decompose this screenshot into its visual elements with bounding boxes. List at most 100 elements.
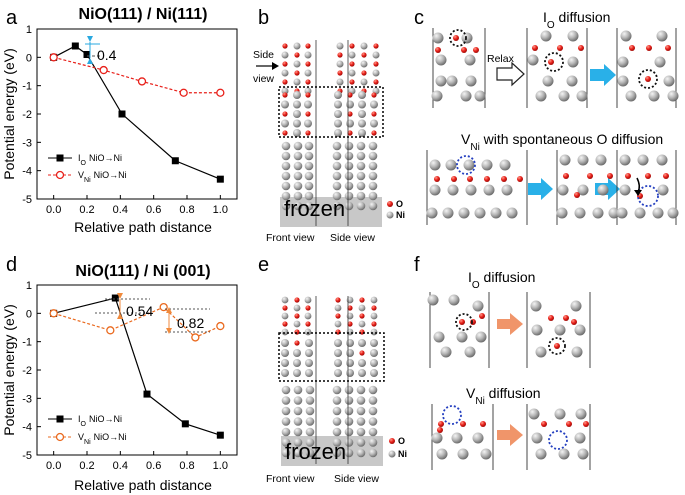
panel-c-mechanism: IO diffusion VNi with spontaneous O diff… (426, 9, 679, 225)
nickel-atom (293, 119, 301, 128)
chart-a-barrier-value: 0.4 (97, 47, 117, 63)
relax-label: Relax (487, 53, 515, 65)
nickel-atom (334, 359, 342, 367)
highlight-ring (548, 337, 566, 355)
nickel-atom (530, 300, 542, 312)
nickel-atom (348, 69, 356, 77)
nickel-atom (293, 359, 301, 367)
nickel-atom (656, 154, 668, 166)
nickel-atom (592, 207, 604, 219)
nickel-atom (305, 438, 315, 447)
front-view-label: Front view (266, 473, 315, 485)
data-point (216, 175, 224, 183)
nickel-atom (304, 312, 312, 320)
nickel-atom (463, 159, 475, 171)
nickel-atom (358, 320, 366, 328)
nickel-atom (348, 51, 356, 59)
oxygen-atom (532, 45, 538, 51)
nickel-atom (464, 54, 476, 66)
nickel-atom (356, 151, 366, 161)
nickel-atom (368, 438, 378, 447)
nickel-atom (356, 181, 366, 191)
nickel-atom (305, 417, 315, 426)
panel-c-io-title: IO diffusion (543, 9, 610, 31)
oxygen-atom (361, 52, 367, 58)
oxygen-atom (645, 76, 651, 82)
nickel-atom (356, 201, 366, 211)
nickel-atom (372, 69, 380, 77)
nickel-atom (281, 448, 291, 458)
nickel-atom (304, 201, 314, 211)
oxygen-atom (294, 340, 300, 346)
oxygen-atom (359, 350, 365, 356)
nickel-atom (356, 171, 366, 181)
x-tick-label: 0.0 (46, 204, 61, 216)
nickel-atom (567, 56, 579, 68)
legend-square-marker (56, 415, 64, 423)
nickel-atom (540, 30, 552, 42)
nickel-atom (293, 448, 303, 458)
oxygen-atom (461, 47, 467, 53)
highlight-ring (456, 155, 476, 175)
y-tick-label: 0 (26, 308, 32, 320)
nickel-atom (305, 406, 315, 416)
highlight-ring (449, 29, 467, 47)
nickel-atom (334, 91, 342, 99)
highlight-ring (455, 313, 473, 331)
nickel-atom (360, 60, 368, 68)
oxygen-atom (349, 79, 355, 85)
nickel-atom (344, 151, 354, 161)
nickel-atom (465, 75, 477, 87)
nickel-atom (293, 349, 301, 357)
highlight-ring (544, 52, 564, 72)
nickel-atom (475, 331, 487, 343)
relax-arrow-icon (496, 61, 525, 87)
nickel-atom (370, 339, 378, 347)
oxygen-atom (347, 305, 353, 311)
nickel-atom (304, 69, 312, 77)
x-tick-label: 0.2 (79, 460, 94, 472)
nickel-atom (619, 184, 631, 196)
panel-c-vni-title: VNi with spontaneous O diffusion (461, 131, 663, 153)
oxygen-atom (479, 313, 485, 319)
nickel-atom (293, 42, 301, 50)
relaxed-region-box (278, 332, 385, 382)
nickel-atom (293, 320, 301, 328)
nickel-atom (332, 385, 342, 395)
oxygen-atom (583, 421, 589, 427)
y-tick-label: 1 (26, 24, 32, 36)
data-point (216, 321, 225, 331)
nickel-atom (435, 54, 447, 66)
y-tick-label: 0 (26, 52, 32, 64)
oxygen-atom (371, 321, 377, 327)
nickel-atom (608, 207, 620, 219)
nickel-atom (433, 331, 445, 343)
nickel-atom (460, 90, 472, 102)
nickel-atom (346, 349, 354, 357)
panel-label-f: f (414, 254, 420, 276)
legend-square-marker (56, 154, 64, 162)
nickel-atom (370, 328, 378, 336)
nickel-atom (304, 151, 314, 161)
data-point (181, 420, 189, 428)
oxygen-atom (349, 61, 355, 67)
oxygen-atom (470, 319, 476, 325)
nickel-atom (358, 359, 366, 367)
x-tick-label: 0.4 (113, 204, 128, 216)
nickel-atom (293, 78, 301, 86)
chart-d-barrier-value-2: 0.82 (177, 315, 204, 331)
chart-a-ylabel: Potential energy (eV) (1, 48, 17, 180)
nickel-atom (575, 408, 587, 420)
nickel-atom (617, 56, 629, 68)
data-point (83, 51, 91, 58)
barrier-arrow-down-icon (87, 36, 93, 42)
side-view-caption: Side view (330, 232, 375, 244)
nickel-atom (332, 141, 342, 151)
nickel-atom (281, 100, 289, 109)
nickel-atom (501, 184, 513, 196)
oxygen-atom (501, 176, 507, 182)
oxygen-atom (305, 321, 311, 327)
nickel-atom (368, 151, 378, 161)
nickel-atom (293, 191, 303, 201)
